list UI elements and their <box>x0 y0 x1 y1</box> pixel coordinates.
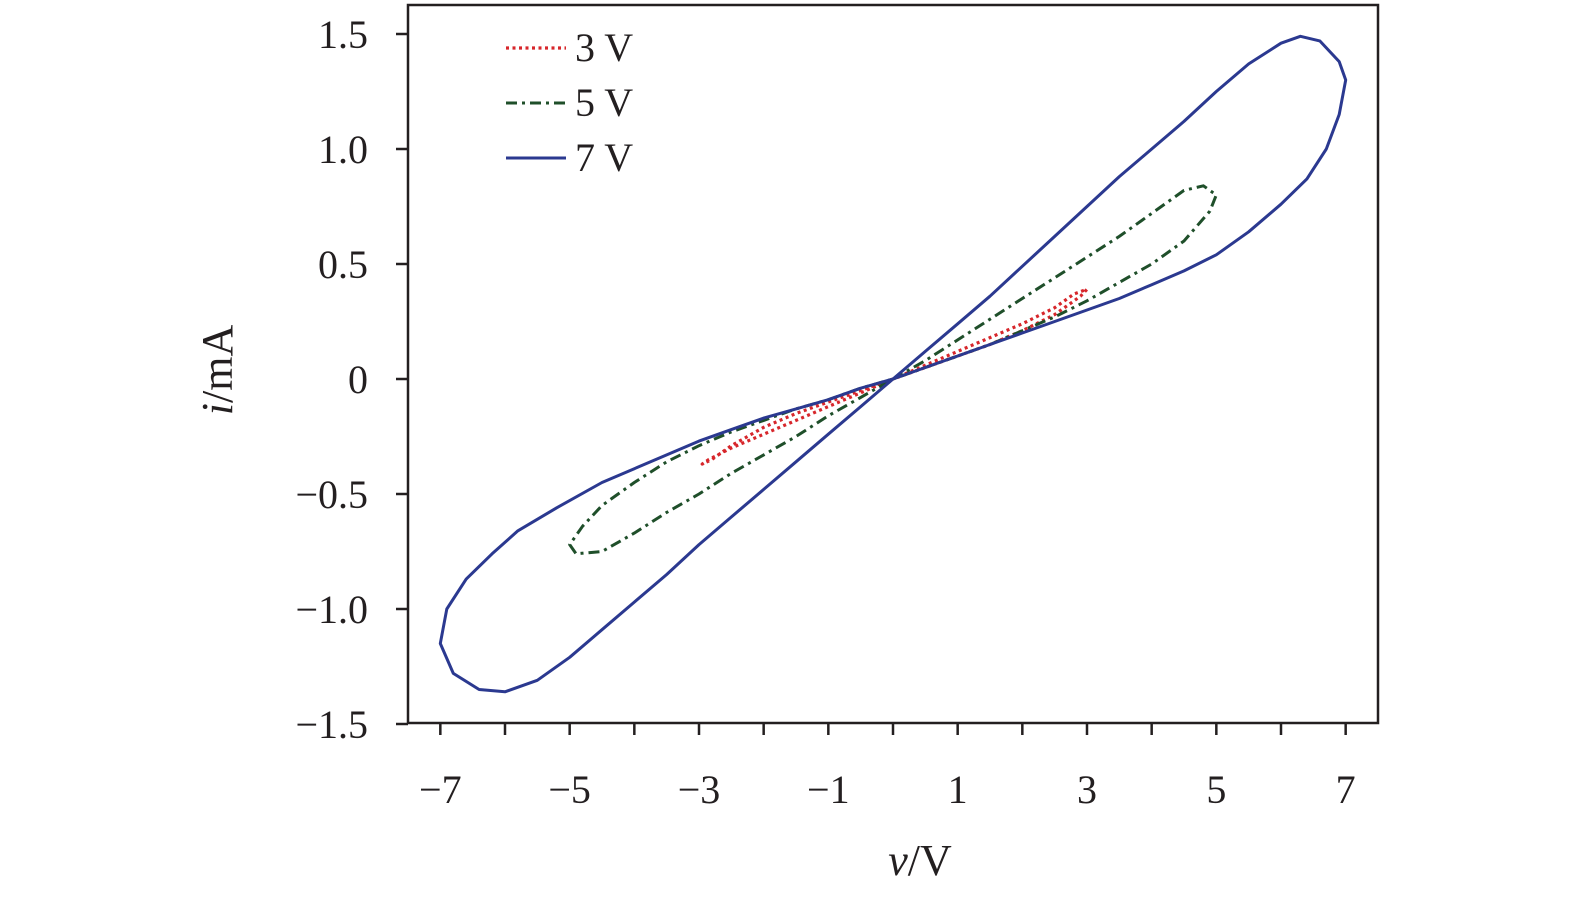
x-tick-label: 5 <box>1206 767 1226 812</box>
y-tick-label: 1.5 <box>318 12 368 57</box>
legend: 3 V 5 V 7 V <box>506 25 633 180</box>
y-axis-variable: i <box>193 403 242 415</box>
y-tick-label: −0.5 <box>295 472 368 517</box>
x-tick-label: −5 <box>548 767 591 812</box>
y-axis-title: i/mA <box>193 325 242 416</box>
y-tick-label: 0.5 <box>318 242 368 287</box>
x-tick-label: 7 <box>1336 767 1356 812</box>
y-tick-label: 0 <box>348 357 368 402</box>
y-tick-label: −1.5 <box>295 702 368 747</box>
x-axis-title: v/V <box>888 836 952 885</box>
x-tick-label: −1 <box>807 767 850 812</box>
x-tick-label: −3 <box>678 767 721 812</box>
y-axis-unit: /mA <box>193 325 242 403</box>
y-axis-ticks: 1.5 1.0 0.5 0 −0.5 −1.0 −1.5 <box>295 12 408 747</box>
y-tick-label: −1.0 <box>295 587 368 632</box>
x-axis-ticks: −7 −5 −3 −1 1 3 5 7 <box>419 723 1356 812</box>
legend-label-1: 3 V <box>575 25 633 70</box>
legend-label-2: 5 V <box>575 80 633 125</box>
series-line-3 <box>438 34 1348 694</box>
y-tick-label: 1.0 <box>318 127 368 172</box>
x-tick-label: 3 <box>1077 767 1097 812</box>
x-axis-variable: v <box>888 836 908 885</box>
x-axis-unit: /V <box>908 836 952 885</box>
x-tick-label: 1 <box>948 767 968 812</box>
legend-label-3: 7 V <box>575 135 633 180</box>
series-layer <box>438 34 1348 694</box>
x-tick-label: −7 <box>419 767 462 812</box>
